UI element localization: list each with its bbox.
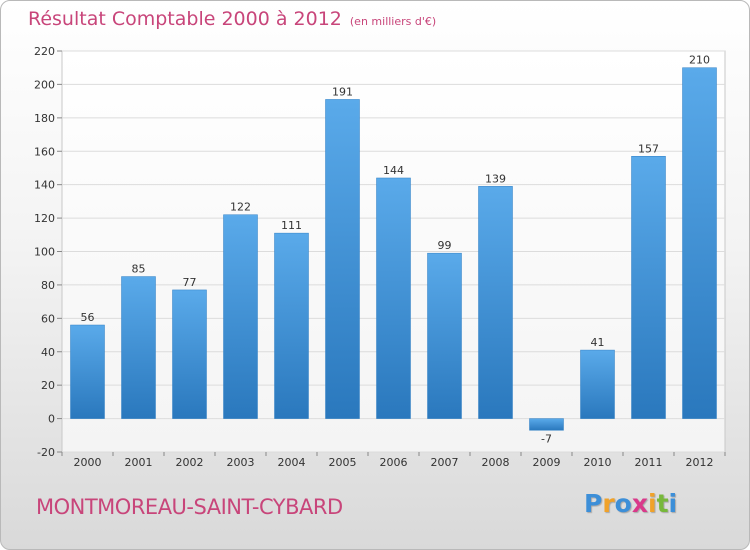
bar bbox=[325, 99, 360, 419]
x-tick-label: 2002 bbox=[176, 456, 204, 469]
x-tick-label: 2011 bbox=[635, 456, 663, 469]
x-tick-label: 2004 bbox=[278, 456, 306, 469]
logo-letter: t bbox=[656, 489, 669, 518]
y-tick-label: 40 bbox=[41, 346, 55, 359]
logo-letter: o bbox=[614, 489, 632, 518]
bar bbox=[478, 186, 513, 419]
bar bbox=[529, 418, 564, 431]
y-tick-label: 200 bbox=[34, 78, 55, 91]
x-tick-label: 2006 bbox=[380, 456, 408, 469]
proxiti-logo: Proxiti bbox=[584, 489, 677, 518]
logo-letter: r bbox=[602, 489, 615, 518]
y-axis: -20 0 20 40 60 80 100 120 140 160 180 200 220 bbox=[34, 45, 62, 459]
bar bbox=[172, 289, 207, 419]
data-label: 56 bbox=[81, 311, 95, 324]
x-tick-label: 2008 bbox=[482, 456, 510, 469]
x-tick-label: 2012 bbox=[686, 456, 714, 469]
y-tick-label: 0 bbox=[48, 413, 55, 426]
data-label: 77 bbox=[183, 276, 197, 289]
logo-letter: i bbox=[648, 489, 657, 518]
bar bbox=[376, 177, 411, 419]
commune-name: MONTMOREAU-SAINT-CYBARD bbox=[36, 495, 343, 519]
y-tick-label: 140 bbox=[34, 179, 55, 192]
chart-title: Résultat Comptable 2000 à 2012 bbox=[28, 8, 342, 30]
chart-unit: (en milliers d'€) bbox=[349, 15, 437, 28]
data-label: -7 bbox=[541, 432, 552, 445]
bar bbox=[682, 67, 717, 419]
x-tick-label: 2010 bbox=[584, 456, 612, 469]
logo-letter: x bbox=[631, 489, 648, 518]
x-tick-label: 2003 bbox=[227, 456, 255, 469]
bar bbox=[70, 324, 105, 419]
y-tick-label: 20 bbox=[41, 379, 55, 392]
data-label: 41 bbox=[591, 336, 605, 349]
data-label: 191 bbox=[332, 85, 353, 98]
y-tick-label: 220 bbox=[34, 45, 55, 58]
y-tick-label: 120 bbox=[34, 212, 55, 225]
logo-letter: P bbox=[584, 489, 603, 518]
data-label: 122 bbox=[230, 201, 251, 214]
data-labels: 56 85 77 122 111 191 144 99 139 -7 41 157 210 bbox=[81, 54, 711, 446]
data-label: 85 bbox=[132, 263, 146, 276]
y-tick-label: 180 bbox=[34, 112, 55, 125]
y-tick-label: 80 bbox=[41, 279, 55, 292]
x-tick-label: 2005 bbox=[329, 456, 357, 469]
bar bbox=[274, 232, 309, 419]
y-tick-label: 100 bbox=[34, 246, 55, 259]
x-tick-label: 2001 bbox=[125, 456, 153, 469]
data-label: 157 bbox=[638, 142, 659, 155]
y-tick-label: -20 bbox=[37, 446, 55, 459]
logo-letter: i bbox=[668, 489, 678, 518]
bar bbox=[121, 276, 156, 419]
x-tick-label: 2000 bbox=[74, 456, 102, 469]
data-label: 99 bbox=[438, 239, 452, 252]
bar bbox=[631, 156, 666, 419]
x-tick-label: 2007 bbox=[431, 456, 459, 469]
bar bbox=[580, 349, 615, 419]
data-label: 139 bbox=[485, 172, 506, 185]
data-label: 111 bbox=[281, 219, 302, 232]
y-tick-label: 60 bbox=[41, 312, 55, 325]
x-tick-label: 2009 bbox=[533, 456, 561, 469]
bars bbox=[70, 67, 717, 431]
x-axis: 2000 2001 2002 2003 2004 2005 2006 2007 2008 2009… bbox=[61, 452, 726, 469]
data-label: 144 bbox=[383, 164, 404, 177]
bar bbox=[427, 252, 462, 419]
chart-title-block: Résultat Comptable 2000 à 2012 (en millie… bbox=[28, 8, 436, 30]
data-label: 210 bbox=[689, 54, 710, 67]
bar bbox=[223, 214, 258, 419]
y-tick-label: 160 bbox=[34, 145, 55, 158]
